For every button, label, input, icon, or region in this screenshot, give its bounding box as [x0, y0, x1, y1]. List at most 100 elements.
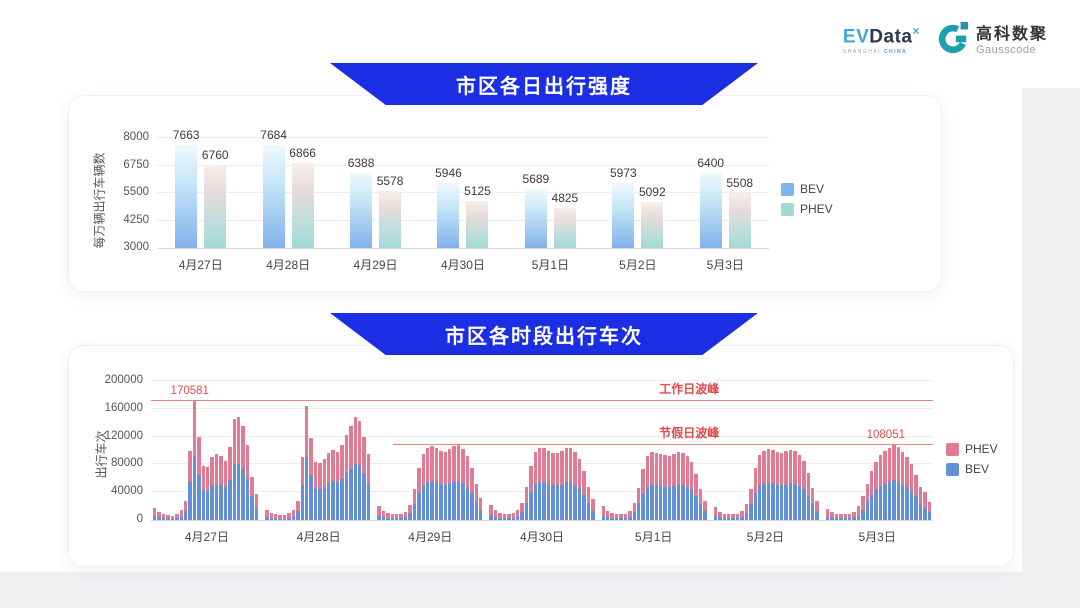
bev-segment [296, 510, 300, 520]
bev-segment [834, 517, 839, 520]
bev-segment [219, 484, 223, 520]
stacked-hour-bar [883, 450, 887, 520]
stacked-hour-bar [439, 450, 443, 520]
stacked-hour-bar [344, 435, 349, 520]
stacked-hour-bar [434, 447, 439, 520]
stacked-hour-bar [456, 444, 461, 520]
bev-segment [353, 463, 357, 520]
stacked-hour-bar [591, 499, 595, 520]
stacked-hour-bar [896, 447, 901, 520]
bev-segment [269, 517, 273, 520]
chart1-plot-area: 8000 6750 5500 4250 3000 7663 6760 7684 6866 6388… [123, 128, 769, 253]
stacked-hour-bar [843, 514, 847, 520]
chart1-y-tick-label: 6750 [123, 158, 149, 171]
bev-segment [815, 510, 819, 520]
stacked-hour-bar [179, 510, 183, 520]
bar-value-label: 4825 [551, 190, 579, 205]
gridline [151, 491, 933, 493]
bev-segment [232, 464, 237, 520]
stacked-hour-bar [610, 513, 614, 520]
bar-value-label: 5689 [522, 171, 550, 186]
bev-segment [797, 485, 802, 520]
x-axis-date-label: 4月29日 [353, 258, 398, 272]
x-axis-date-label: 4月30日 [440, 258, 485, 272]
stacked-hour-bar [577, 458, 582, 520]
stacked-hour-bar [349, 426, 353, 520]
bev-segment [197, 474, 201, 520]
bev-segment [839, 517, 843, 520]
bev-segment [672, 485, 676, 520]
stacked-hour-bar [892, 444, 896, 520]
bev-segment [793, 483, 797, 520]
bev-segment [605, 517, 610, 520]
stacked-hour-bar [232, 418, 237, 520]
bev-segment [905, 487, 909, 520]
chart2-y-tick-label: 120000 [104, 429, 143, 442]
stacked-hour-bar [636, 488, 641, 520]
bev-segment [896, 481, 901, 520]
bev-segment [470, 492, 474, 520]
bev-segment [641, 493, 645, 520]
stacked-hour-bar [731, 514, 735, 520]
stacked-hour-bar [245, 444, 250, 520]
legend-item[interactable]: BEV [781, 182, 833, 196]
bev-segment [775, 484, 780, 520]
bev-segment [614, 517, 619, 520]
stacked-hour-bar [237, 417, 241, 520]
stacked-hour-bar [923, 492, 927, 520]
stacked-hour-bar [210, 457, 214, 520]
bev-segment [381, 517, 386, 520]
stacked-hour-bar [489, 504, 493, 520]
bar-value-label: 5946 [435, 166, 462, 181]
legend-item[interactable]: PHEV [946, 442, 998, 456]
bev-segment [749, 504, 753, 520]
stacked-hour-bar [713, 506, 718, 520]
chart1-day-group: 6388 5578 [332, 138, 419, 248]
x-axis-date-label: 4月27日 [178, 258, 223, 272]
bev-segment [681, 485, 685, 520]
bev-segment [564, 482, 569, 520]
bev-segment [698, 504, 703, 520]
bev-segment [425, 482, 430, 520]
phev-bar: 6866 [289, 146, 316, 248]
stacked-hour-bar [740, 510, 744, 520]
bev-segment [619, 517, 623, 520]
stacked-hour-bar [269, 513, 273, 520]
bev-segment [439, 483, 443, 520]
bev-segment [810, 503, 815, 520]
bev-segment [753, 492, 757, 520]
bev-segment [489, 515, 493, 520]
bev-segment [555, 485, 560, 520]
bev-segment [847, 517, 852, 520]
bev-segment [636, 503, 641, 520]
bev-segment [300, 485, 304, 520]
stacked-hour-bar [749, 488, 753, 520]
bev-segment [703, 510, 707, 520]
bev-segment [237, 463, 241, 520]
bev-segment [771, 483, 775, 520]
bev-segment [179, 516, 183, 520]
stacked-hour-bar [650, 451, 654, 520]
bev-segment [551, 485, 555, 520]
stacked-hour-bar [529, 465, 533, 520]
bev-segment [241, 468, 245, 520]
stacked-hour-bar [623, 513, 628, 520]
legend-item[interactable]: PHEV [781, 202, 833, 216]
stacked-hour-bar [362, 436, 366, 520]
stacked-hour-bar [551, 452, 555, 520]
bev-segment [273, 517, 278, 520]
bev-segment [228, 479, 232, 520]
bev-segment [852, 517, 856, 520]
bev-bar: 6400 [697, 156, 724, 248]
bev-segment [456, 481, 461, 520]
chart2-y-tick-label: 80000 [111, 457, 143, 470]
bev-segment [344, 473, 349, 520]
daily-intensity-card: 每万辆出行车辆数 8000 6750 5500 4250 3000 7663 6760 768… [68, 95, 942, 292]
chart2-x-axis: 4月27日 4月28日 4月29日 4月30日 5月1日 5月2日 5月3日 [151, 528, 933, 545]
bev-segment [210, 485, 214, 520]
legend-item[interactable]: BEV [946, 462, 998, 476]
chart2-y-tick-label: 0 [136, 513, 143, 525]
bev-segment [713, 515, 718, 520]
bev-segment [507, 517, 511, 520]
stacked-hour-bar [309, 438, 313, 520]
